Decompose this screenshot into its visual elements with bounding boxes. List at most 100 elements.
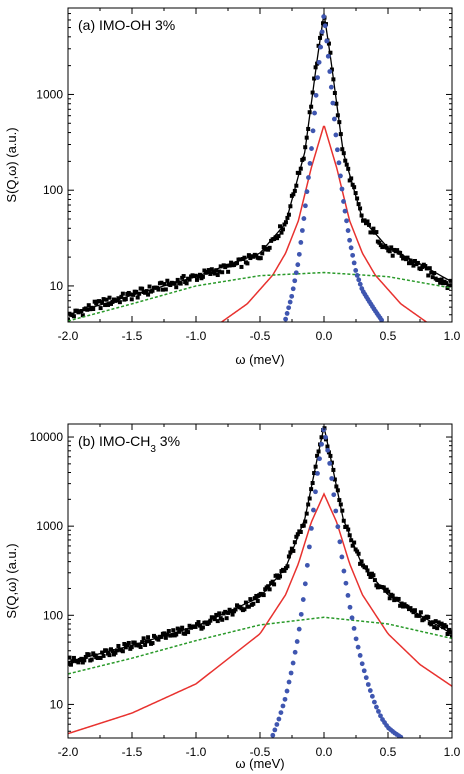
resolution-point [282, 696, 288, 702]
data-point [215, 619, 220, 624]
data-point [98, 306, 103, 311]
resolution-point [345, 592, 351, 598]
data-point [289, 546, 294, 551]
resolution-point [304, 189, 310, 195]
resolution-point [357, 653, 363, 658]
x-tick-label: 0.5 [380, 329, 397, 343]
data-point [150, 641, 155, 646]
resolution-point [348, 245, 354, 251]
resolution-point [361, 668, 367, 674]
data-point [390, 253, 395, 258]
resolution-point [325, 447, 331, 453]
resolution-point [317, 456, 322, 462]
resolution-point [354, 273, 360, 278]
data-point [128, 292, 133, 297]
data-point [89, 657, 94, 662]
resolution-point [309, 526, 314, 531]
panel-b: -2.0 -1.5 -1.0 -0.5 0.0 0.5 1.0 10 100 1000 10000 ω… [4, 423, 461, 771]
data-point [439, 277, 444, 282]
data-point [278, 224, 283, 229]
x-tick-label: -1.5 [122, 745, 143, 759]
data-point [430, 275, 435, 280]
data-point [129, 297, 134, 302]
data-point [275, 573, 280, 578]
series-total-fit [68, 13, 452, 316]
resolution-point [304, 562, 310, 568]
resolution-point [319, 29, 325, 35]
data-point [301, 523, 306, 528]
data-point [146, 292, 151, 297]
data-point [409, 261, 414, 266]
data-point [408, 606, 413, 611]
data-point [423, 264, 428, 269]
x-tick-label: -2.0 [58, 329, 79, 343]
data-point [408, 258, 413, 263]
resolution-point [333, 132, 339, 138]
y-axis-label: S(Q,ω) (a.u.) [4, 127, 19, 202]
x-tick-label: -1.0 [186, 745, 207, 759]
data-point [147, 284, 152, 289]
data-point [407, 261, 412, 266]
y-tick-label: 1000 [36, 87, 63, 101]
resolution-point [359, 661, 365, 667]
data-point [224, 616, 229, 621]
data-point [183, 631, 188, 636]
data-point [132, 640, 137, 645]
data-point [159, 280, 164, 285]
series-total-fit [68, 426, 452, 663]
data-point [401, 604, 406, 609]
data-point [91, 306, 96, 311]
resolution-point [347, 237, 352, 243]
data-point [444, 281, 449, 286]
resolution-point [371, 699, 377, 705]
x-axis: -2.0 -1.5 -1.0 -0.5 0.0 0.5 1.0 [58, 8, 461, 343]
data-point [80, 313, 85, 318]
resolution-point [339, 554, 345, 560]
data-point [280, 227, 285, 232]
data-point [114, 648, 119, 653]
x-axis: -2.0 -1.5 -1.0 -0.5 0.0 0.5 1.0 [58, 424, 461, 759]
resolution-point [290, 660, 296, 666]
series-lorentzian-broad [68, 271, 452, 322]
resolution-point [341, 199, 346, 204]
resolution-point [276, 716, 282, 722]
resolution-point [286, 305, 292, 311]
data-point [107, 295, 112, 300]
data-point [398, 603, 403, 608]
data-point [184, 281, 189, 286]
resolution-point [312, 110, 317, 116]
data-point [100, 300, 105, 305]
data-point [246, 604, 251, 609]
resolution-point [353, 636, 359, 642]
data-point [86, 303, 91, 308]
data-point [359, 559, 364, 564]
data-point [374, 230, 379, 235]
data-point [193, 273, 198, 278]
resolution-point [292, 278, 298, 284]
data-point [439, 621, 444, 626]
data-point [206, 620, 211, 625]
data-point [163, 287, 168, 292]
x-axis-label: ω (meV) [235, 352, 284, 367]
x-tick-label: -0.5 [250, 329, 271, 343]
data-point [122, 641, 127, 646]
data-point [258, 256, 263, 261]
data-point [411, 263, 416, 268]
data-point [432, 271, 437, 276]
data-point [429, 622, 434, 627]
resolution-point [378, 713, 383, 719]
data-point [389, 245, 394, 250]
resolution-point [295, 262, 301, 268]
data-point [399, 253, 404, 258]
resolution-point [351, 260, 357, 266]
resolution-point [315, 75, 320, 81]
data-point [303, 519, 308, 524]
data-point [396, 596, 401, 601]
data-point [208, 271, 213, 276]
data-point [279, 230, 284, 235]
data-point [126, 640, 131, 645]
resolution-point [327, 69, 333, 74]
data-point [252, 596, 257, 601]
resolution-point [296, 626, 302, 632]
panel-label-suffix: 3% [156, 433, 180, 449]
